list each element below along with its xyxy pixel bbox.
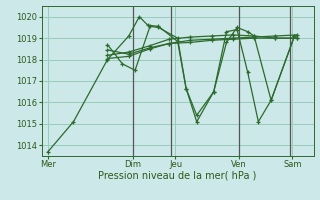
X-axis label: Pression niveau de la mer( hPa ): Pression niveau de la mer( hPa ) [99, 171, 257, 181]
